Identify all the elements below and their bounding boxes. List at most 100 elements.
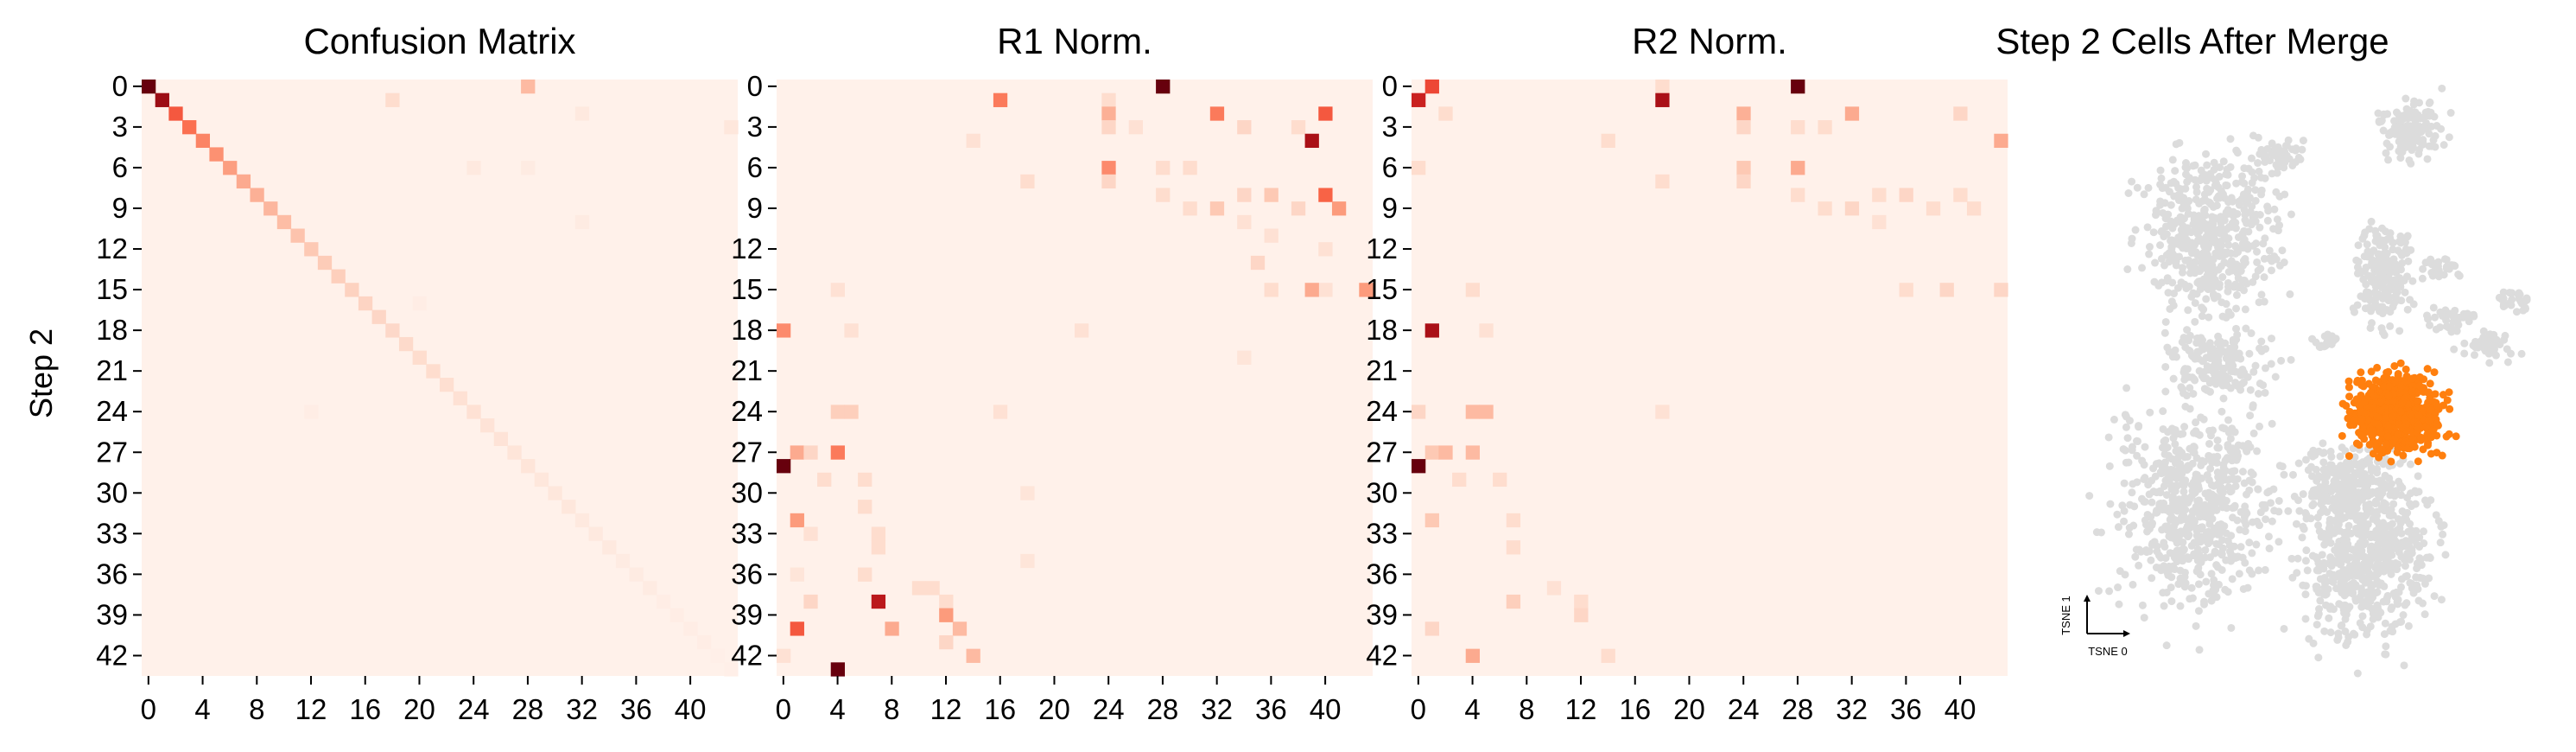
scatter-point	[2383, 110, 2392, 118]
scatter-point	[2169, 374, 2178, 383]
heatmap-cell	[1075, 323, 1089, 338]
scatter-point	[2313, 621, 2321, 629]
scatter-point	[2180, 423, 2189, 431]
scatter-point	[2224, 428, 2233, 437]
scatter-point	[2442, 315, 2451, 324]
scatter-point	[2442, 255, 2451, 264]
scatter-point	[2218, 536, 2227, 545]
scatter-point	[2203, 386, 2211, 394]
scatter-point	[2455, 271, 2464, 280]
heatmap-cell	[466, 405, 481, 419]
scatter-point	[2085, 492, 2094, 500]
scatter-point	[2386, 131, 2395, 139]
heatmap-cell	[830, 405, 846, 419]
scatter-point-highlight	[2419, 445, 2427, 454]
scatter-point	[2406, 578, 2414, 587]
heatmap-cell	[790, 567, 804, 582]
scatter-point-highlight	[2384, 392, 2393, 400]
scatter-point	[2308, 501, 2317, 510]
scatter-point	[2363, 240, 2371, 249]
heatmap-cell	[724, 662, 739, 677]
scatter-point	[2128, 177, 2136, 186]
scatter-point	[2403, 508, 2412, 517]
scatter-point	[2186, 331, 2194, 340]
heatmap-cell	[276, 214, 292, 230]
heatmap-cell	[1736, 161, 1751, 175]
x-tick-label: 20	[403, 693, 435, 725]
scatter-point	[2195, 430, 2204, 439]
scatter-point-highlight	[2345, 392, 2354, 401]
heatmap-cell	[345, 283, 359, 297]
scatter-point	[2196, 511, 2205, 519]
scatter-point	[2436, 539, 2445, 547]
x-tick-label: 8	[249, 693, 264, 725]
y-tick-label: 3	[1382, 111, 1398, 143]
scatter-point	[2325, 524, 2333, 532]
scatter-point	[2275, 192, 2284, 201]
scatter-point	[2386, 322, 2395, 330]
heatmap-cell	[790, 445, 804, 460]
scatter-point	[2333, 541, 2342, 550]
scatter-point-highlight	[2373, 412, 2382, 421]
scatter-point	[2238, 172, 2247, 181]
heatmap-cell	[1655, 174, 1670, 189]
scatter-point	[2187, 259, 2196, 268]
scatter-point	[2211, 370, 2219, 379]
scatter-point	[2217, 549, 2225, 558]
scatter-point	[2202, 150, 2211, 158]
scatter-point	[2234, 552, 2243, 561]
scatter-point	[2382, 249, 2391, 258]
heatmap-cell	[1574, 608, 1589, 622]
scatter-point	[2153, 542, 2161, 551]
scatter-point	[2344, 638, 2352, 647]
scatter-point-highlight	[2380, 373, 2389, 382]
scatter-point	[2367, 217, 2376, 226]
scatter-point	[2358, 598, 2367, 607]
scatter-point	[2167, 424, 2176, 433]
heatmap-cell	[1465, 648, 1481, 663]
scatter-point	[2380, 539, 2389, 547]
scatter-point	[2380, 567, 2389, 576]
scatter-point	[2178, 216, 2186, 225]
scatter-point	[2325, 569, 2334, 577]
scatter-point	[2379, 126, 2388, 135]
scatter-point	[2413, 564, 2421, 573]
scatter-point	[2241, 242, 2249, 251]
scatter-point	[2322, 494, 2331, 503]
scatter-point	[2122, 423, 2130, 431]
scatter-point	[2253, 447, 2262, 456]
heatmap-panel-3: R2 Norm.0 4 8 12 16 20 24 28 32 36 400369121518212…	[1366, 21, 2008, 725]
y-tick-label: 27	[731, 436, 763, 468]
scatter-point	[2387, 605, 2395, 614]
scatter-point	[2405, 538, 2414, 546]
scatter-point	[2125, 417, 2134, 425]
scatter-point	[2349, 509, 2357, 518]
heatmap-cell	[263, 201, 278, 216]
scatter-point	[2352, 256, 2361, 264]
scatter-point	[2249, 470, 2257, 479]
scatter-point	[2212, 458, 2221, 467]
scatter-point	[2247, 329, 2256, 338]
scatter-point-highlight	[2390, 361, 2399, 370]
y-tick-label: 3	[747, 111, 763, 143]
scatter-point	[2358, 234, 2367, 243]
scatter-point	[2233, 269, 2242, 277]
panel-title: Step 2 Cells After Merge	[1995, 21, 2389, 61]
x-tick-label: 36	[1255, 693, 1287, 725]
scatter-point	[2233, 209, 2242, 218]
scatter-point	[2348, 545, 2357, 554]
y-tick-label: 15	[96, 273, 128, 305]
scatter-point	[2246, 411, 2255, 420]
scatter-point	[2217, 223, 2225, 232]
scatter-point	[2402, 113, 2410, 122]
scatter-point	[2172, 528, 2180, 537]
scatter-point	[2249, 403, 2257, 411]
scatter-point	[2224, 207, 2233, 216]
scatter-point	[2186, 228, 2195, 237]
scatter-point	[2128, 443, 2136, 451]
scatter-point	[2192, 621, 2200, 630]
scatter-point	[2162, 525, 2171, 533]
scatter-point	[2191, 299, 2199, 308]
heatmap-cell	[844, 405, 859, 419]
scatter-point	[2226, 434, 2235, 443]
